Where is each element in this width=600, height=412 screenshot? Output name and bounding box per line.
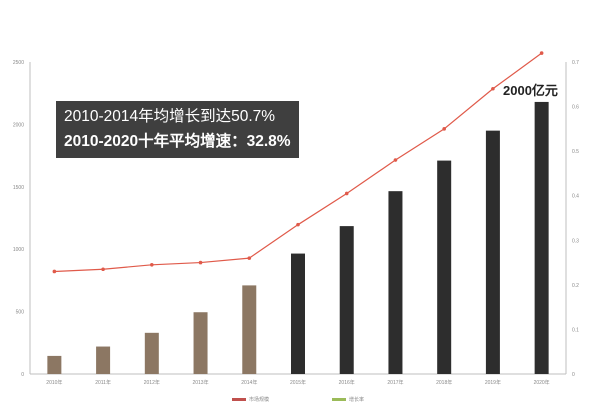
callout-label: 2000亿元 bbox=[503, 83, 558, 98]
y-left-tick-500: 500 bbox=[16, 310, 25, 316]
bar-2018年 bbox=[437, 160, 452, 374]
annotation-line-2: 2010-2020十年平均增速：32.8% bbox=[64, 133, 291, 150]
bar-2017年 bbox=[388, 191, 403, 374]
bar-2019年 bbox=[485, 130, 500, 374]
bar-2015年 bbox=[291, 253, 305, 374]
x-tick-2014年: 2014年 bbox=[241, 379, 257, 386]
line-point-2016年 bbox=[344, 191, 349, 196]
line-point-2012年 bbox=[150, 263, 154, 267]
y-right-tick-0.3: 0.3 bbox=[572, 238, 579, 244]
y-left-tick-1000: 1000 bbox=[13, 247, 24, 253]
line-point-2011年 bbox=[101, 267, 105, 272]
x-tick-2017年: 2017年 bbox=[387, 379, 403, 386]
y-right-tick-0: 0 bbox=[572, 372, 575, 378]
y-left-tick-1500: 1500 bbox=[13, 185, 24, 191]
annotation-line-1: 2010-2014年均增长到达50.7% bbox=[64, 108, 276, 125]
line-point-2018年 bbox=[442, 127, 446, 131]
tick-labels: 0 500 1000 1500 2000 2500 0 0.1 0.2 0.3 0.4 0.5 0.6 0… bbox=[13, 60, 579, 386]
y-right-tick-0.2: 0.2 bbox=[572, 283, 579, 289]
x-tick-2013年: 2013年 bbox=[192, 379, 208, 386]
x-tick-2018年: 2018年 bbox=[436, 379, 452, 386]
y-right-tick-0.7: 0.7 bbox=[572, 60, 579, 66]
x-tick-2010年: 2010年 bbox=[46, 379, 62, 386]
annotation-box: 2010-2014年均增长到达50.7% 2010-2020十年平均增速：32.… bbox=[56, 101, 299, 158]
y-right-tick-0.5: 0.5 bbox=[572, 149, 579, 155]
line-point-2014年 bbox=[247, 256, 252, 260]
line-point-2010年 bbox=[52, 269, 57, 274]
line-point-2019年 bbox=[491, 86, 495, 91]
y-left-tick-2500: 2500 bbox=[13, 60, 24, 66]
legend-item-bars: 市场规模 bbox=[232, 396, 269, 403]
x-tick-2015年: 2015年 bbox=[290, 379, 306, 386]
growth-line bbox=[52, 51, 544, 274]
bar-2011年 bbox=[96, 346, 111, 374]
y-right-tick-0.6: 0.6 bbox=[572, 105, 579, 111]
line-point-2013年 bbox=[198, 260, 203, 265]
x-tick-2020年: 2020年 bbox=[534, 379, 550, 386]
x-tick-2016年: 2016年 bbox=[339, 379, 355, 386]
bar-2020年 bbox=[534, 101, 549, 374]
legend-label-line: 增长率 bbox=[349, 397, 365, 403]
legend-swatch-bars bbox=[232, 398, 246, 401]
legend: 市场规模 增长率 bbox=[0, 396, 600, 408]
bars bbox=[47, 101, 549, 374]
legend-item-line: 增长率 bbox=[332, 396, 364, 403]
growth-line-path bbox=[54, 52, 542, 273]
x-tick-2011年: 2011年 bbox=[95, 379, 111, 386]
line-point-2017年 bbox=[393, 158, 398, 162]
y-right-tick-0.1: 0.1 bbox=[572, 327, 579, 333]
bar-2016年 bbox=[339, 226, 354, 374]
bar-2014年 bbox=[242, 285, 257, 374]
y-right-tick-0.4: 0.4 bbox=[572, 194, 579, 200]
bar-2012年 bbox=[144, 332, 159, 374]
x-tick-2012年: 2012年 bbox=[144, 379, 160, 386]
legend-swatch-line bbox=[332, 398, 346, 401]
line-point-2020年 bbox=[539, 51, 544, 55]
bar-2010年 bbox=[47, 355, 62, 374]
y-left-tick-0: 0 bbox=[21, 372, 24, 378]
y-left-tick-2000: 2000 bbox=[13, 122, 24, 128]
legend-label-bars: 市场规模 bbox=[249, 397, 270, 403]
bar-2013年 bbox=[193, 312, 208, 374]
line-point-2015年 bbox=[296, 222, 300, 227]
x-tick-2019年: 2019年 bbox=[485, 379, 501, 386]
